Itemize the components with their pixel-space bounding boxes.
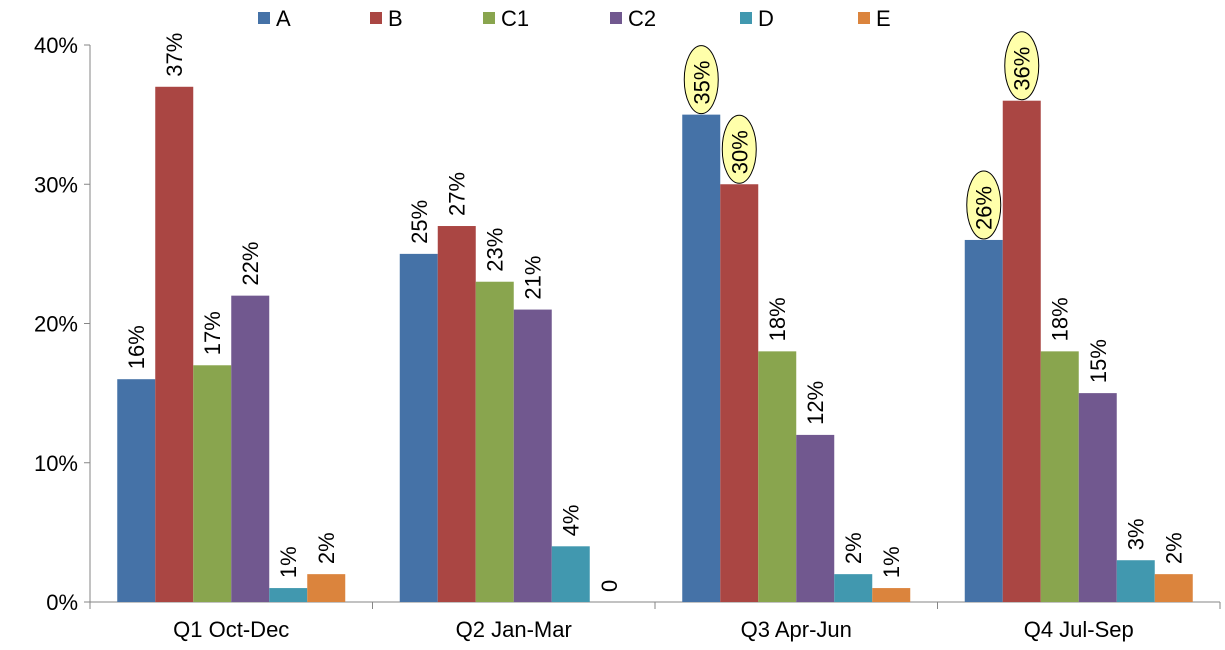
legend-item-e: E (858, 6, 891, 31)
data-label: 2% (1162, 532, 1187, 564)
legend-swatch (370, 12, 382, 24)
legend-item-a: A (258, 6, 291, 31)
data-label: 2% (314, 532, 339, 564)
bar-b-q4-jul-sep (1002, 100, 1041, 602)
data-label: 27% (445, 172, 470, 216)
bar-d-q1-oct-dec (269, 588, 308, 602)
bars (117, 86, 1193, 602)
bar-c1-q2-jan-mar (475, 281, 514, 602)
legend-swatch (740, 12, 752, 24)
legend-label: E (876, 6, 891, 31)
data-label: 2% (841, 532, 866, 564)
data-label: 22% (238, 242, 263, 286)
data-label: 35% (689, 61, 714, 105)
highlight-ellipse (966, 170, 1002, 240)
legend-swatch (258, 12, 270, 24)
data-label: 17% (200, 311, 225, 355)
highlight-ellipse (683, 45, 719, 115)
category-label: Q3 Apr-Jun (741, 617, 852, 642)
bar-b-q1-oct-dec (155, 86, 194, 602)
y-tick-label: 40% (34, 33, 78, 58)
bar-d-q3-apr-jun (834, 574, 873, 602)
data-label: 36% (1010, 47, 1035, 91)
data-label: 30% (727, 130, 752, 174)
legend-item-c2: C2 (610, 6, 656, 31)
legend-label: C1 (501, 6, 529, 31)
legend-swatch (483, 12, 495, 24)
bar-e-q4-jul-sep (1154, 574, 1193, 602)
bar-d-q4-jul-sep (1116, 560, 1155, 602)
bar-c1-q4-jul-sep (1040, 351, 1079, 602)
data-label: 12% (803, 381, 828, 425)
bar-a-q2-jan-mar (399, 253, 438, 602)
data-label: 4% (559, 505, 584, 537)
y-tick-label: 0% (46, 590, 78, 615)
data-label: 18% (765, 297, 790, 341)
y-tick-label: 10% (34, 451, 78, 476)
bar-a-q3-apr-jun (682, 114, 721, 602)
data-label: 3% (1124, 518, 1149, 550)
bar-c2-q4-jul-sep (1078, 393, 1117, 602)
data-label: 18% (1048, 297, 1073, 341)
bar-c1-q1-oct-dec (193, 365, 232, 602)
data-label: 15% (1086, 339, 1111, 383)
highlight-ellipse (1004, 31, 1040, 101)
x-axis: Q1 Oct-Dec Q2 Jan-Mar Q3 Apr-Jun Q4 Jul-Sep (89, 601, 1221, 642)
legend-label: A (276, 6, 291, 31)
bar-e-q1-oct-dec (307, 574, 346, 602)
bar-a-q4-jul-sep (964, 239, 1003, 602)
highlight-ellipse (721, 114, 757, 184)
data-label: 0 (597, 580, 622, 592)
data-label: 16% (124, 325, 149, 369)
y-tick-label: 30% (34, 172, 78, 197)
legend-item-d: D (740, 6, 774, 31)
bar-d-q2-jan-mar (551, 546, 590, 602)
y-axis: 0% 10% 20% 30% 40% (34, 33, 91, 615)
category-label: Q1 Oct-Dec (173, 617, 289, 642)
legend-label: C2 (628, 6, 656, 31)
data-label: 21% (521, 256, 546, 300)
data-label: 25% (407, 200, 432, 244)
data-label: 1% (276, 546, 301, 578)
legend-swatch (858, 12, 870, 24)
category-label: Q2 Jan-Mar (456, 617, 572, 642)
legend: A B C1 C2 D E (258, 6, 891, 31)
bar-b-q3-apr-jun (720, 184, 759, 602)
bar-e-q3-apr-jun (872, 588, 911, 602)
legend-item-c1: C1 (483, 6, 529, 31)
bar-b-q2-jan-mar (437, 226, 476, 602)
bar-c2-q1-oct-dec (231, 295, 270, 602)
bar-c2-q3-apr-jun (796, 434, 835, 602)
bar-c1-q3-apr-jun (758, 351, 797, 602)
legend-swatch (610, 12, 622, 24)
category-label: Q4 Jul-Sep (1024, 617, 1134, 642)
data-label: 37% (162, 33, 187, 77)
y-tick-label: 20% (34, 312, 78, 337)
data-label: 1% (879, 546, 904, 578)
data-labels: 16% 37% 17% 22% 1% 2% 25% 27% 23% 21% 4% 0 35% 30% 18%… (124, 31, 1187, 592)
legend-item-b: B (370, 6, 403, 31)
bar-a-q1-oct-dec (117, 379, 156, 602)
data-label: 23% (483, 228, 508, 272)
legend-label: B (388, 6, 403, 31)
data-label: 26% (972, 186, 997, 230)
legend-label: D (758, 6, 774, 31)
bar-c2-q2-jan-mar (513, 309, 552, 602)
